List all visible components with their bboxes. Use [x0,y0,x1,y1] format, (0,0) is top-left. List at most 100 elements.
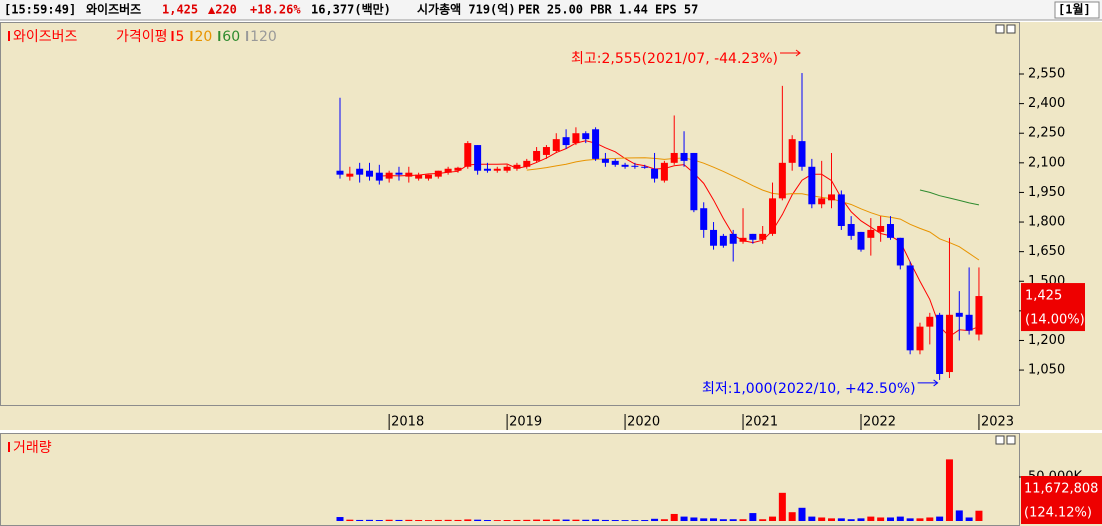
candle-body [975,296,983,335]
candle-body [670,152,678,163]
candle-body [621,164,629,167]
volume-bar [818,517,826,521]
candle-body [385,172,393,179]
panel-button[interactable] [995,24,1005,34]
candle-body [749,233,757,240]
candle-body [886,224,894,238]
price-panel [0,22,1102,430]
candle-body [434,170,442,177]
volume-bar [926,517,934,521]
volume-bar [582,519,590,521]
volume-bar [660,519,668,521]
volume-bar [965,517,973,521]
x-tick-label: 2020 [627,415,660,430]
volume-bar [641,520,649,521]
candle-body [857,231,865,250]
volume-bar [503,520,511,521]
candle-body [464,143,472,167]
x-tick-label: 2022 [863,415,896,430]
y-tick-label: 1,650 [1028,244,1065,259]
volume-bar [464,519,472,521]
volume-bar [975,510,983,521]
candle-body [916,326,924,351]
volume-bar [798,507,806,521]
legend-name: 와이즈버즈 [13,29,78,45]
price-plot-border [0,22,1020,406]
candle-body [513,164,521,169]
legend-marker [8,31,10,41]
candle-body [493,168,501,171]
y-tick-label: 2,250 [1028,126,1065,141]
candle-body [877,225,885,232]
candle-body [680,152,688,161]
y-tick-label: 1,050 [1028,363,1065,378]
volume-bar [886,517,894,521]
panel-button[interactable] [1006,24,1016,34]
volume-bar [552,519,560,521]
candle-body [769,198,777,234]
candle-body [405,172,413,177]
eps: EPS 57 [655,3,698,17]
volume-bar [483,520,491,521]
period[interactable]: [1월] [1058,2,1091,17]
candle-body [356,168,364,175]
candle-body [474,145,482,171]
candle-body [552,139,560,151]
candle-body [778,162,786,199]
volume-bar [621,520,629,521]
last-price: 1,425 [1025,289,1062,304]
last-price-box [1021,283,1085,332]
legend-marker [218,31,221,41]
candle-body [611,160,619,165]
candle-body [739,237,747,242]
volume-bar [936,516,944,521]
volume-bar [955,510,963,521]
period-button[interactable] [1054,1,1100,19]
candle-body [847,224,855,236]
volume-bar [513,519,521,521]
volume-bar [906,518,914,521]
candle-body [542,147,550,155]
panel-button[interactable] [995,435,1005,445]
stock-name: 와이즈버즈 [86,2,141,17]
volume-bar [837,518,845,521]
volume-bar [847,519,855,521]
candle-body [955,312,963,317]
candle-body [601,158,609,163]
volume-bar [424,520,432,521]
legend-marker [190,31,193,41]
volume-bar [533,519,541,521]
candle-body [710,229,718,246]
volume-bar [395,519,403,521]
candle-body [346,173,354,177]
volume-bar [523,519,531,521]
volume-bar [769,516,777,521]
volume-bar [808,516,816,521]
volume-bar [916,518,924,521]
volume-bar [739,519,747,521]
pbr: PBR 1.44 [590,3,648,17]
legend-ma-period: 120 [250,29,277,45]
volume-bar [896,516,904,521]
legend-ma-label: 가격이평 [116,29,168,45]
annotation-arrow [917,379,939,387]
candle-body [415,174,423,179]
volume-bar [877,517,885,521]
x-tick-label: 2018 [391,415,424,430]
candle-body [798,141,806,167]
volume-bar [385,519,393,521]
x-tick-label: 2021 [745,415,778,430]
y-tick-label: 2,550 [1028,67,1065,82]
candle-body [965,314,973,331]
volume-bar [719,519,727,521]
volume-bar [828,518,835,521]
candle-body [582,133,590,140]
candle-body [572,133,580,144]
volume-bar [700,518,708,521]
candle-body [503,166,511,171]
panel-button[interactable] [1006,435,1016,445]
candle-body [631,165,639,167]
price: 1,425 [162,3,198,17]
volume-panel [0,433,1102,526]
volume-bar [454,519,462,521]
